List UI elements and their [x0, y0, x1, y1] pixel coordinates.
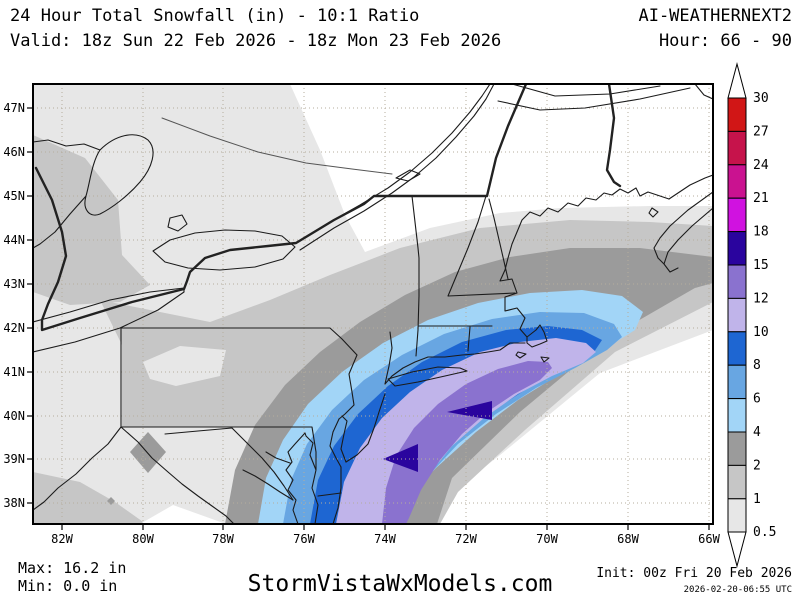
colorbar-swatch [727, 331, 747, 366]
longitude-axis: 82W 80W 78W 76W 74W 72W 70W 68W 66W [51, 524, 721, 546]
lat-label: 44N [3, 233, 25, 247]
colorbar-swatch [727, 164, 747, 199]
new-brunswick-coast [668, 174, 713, 200]
new-jersey-coast [345, 393, 386, 463]
southern-new-england-coast [384, 342, 526, 385]
lon-label: 68W [617, 532, 639, 546]
cape-cod [526, 324, 548, 348]
light-patch-pennsylvania [143, 346, 226, 386]
long-island [387, 366, 468, 387]
colorbar-swatch [727, 197, 747, 233]
nova-scotia-fundy [648, 191, 713, 273]
lat-label: 46N [3, 145, 25, 159]
colorbar-label: 2 [753, 458, 761, 473]
lon-label: 70W [536, 532, 558, 546]
colorbar-label: 8 [753, 358, 761, 373]
model-name: AI-WEATHERNEXT2 [638, 6, 792, 26]
band-15in-east-max [447, 401, 492, 420]
latitude-axis: 47N 46N 45N 44N 43N 42N 41N 40N 39N 38N [3, 101, 33, 510]
colorbar-swatch [727, 364, 747, 400]
lat-label: 41N [3, 365, 25, 379]
delaware-bay [329, 415, 348, 468]
band-1in-southeast-flank [425, 278, 713, 524]
no-snow-patch-south [140, 505, 226, 524]
islands-mv-nantucket [515, 351, 550, 363]
hudson-river [384, 331, 393, 385]
init-time: Init: 00z Fri 20 Feb 2026 [596, 566, 792, 581]
max-value: Max: 16.2 in [18, 559, 126, 577]
lat-label: 39N [3, 452, 25, 466]
lon-label: 80W [132, 532, 154, 546]
colorbar: 30 27 24 21 18 15 12 10 8 6 4 2 1 0.5 [727, 62, 776, 568]
colorbar-label: 10 [753, 325, 769, 340]
colorbar-swatch [727, 431, 747, 466]
ottawa-river [161, 117, 393, 175]
colorbar-underflow-arrow [727, 531, 747, 568]
colorbar-label: 4 [753, 425, 761, 440]
georgian-bay [33, 134, 154, 249]
international-border [34, 84, 622, 332]
chesapeake-bay [242, 432, 319, 524]
delmarva-coast [332, 466, 342, 524]
snowfall-shading [33, 84, 713, 524]
lat-label: 42N [3, 321, 25, 335]
band-12in [382, 361, 552, 524]
valid-time: Valid: 18z Sun 22 Feb 2026 - 18z Mon 23 … [10, 31, 501, 51]
colorbar-label: 24 [753, 158, 769, 173]
lon-label: 66W [698, 532, 720, 546]
generated-timestamp: 2026-02-20-06:55 UTC [684, 585, 792, 595]
forecast-hour: Hour: 66 - 90 [659, 31, 792, 51]
colorbar-label: 15 [753, 258, 769, 273]
watermark-site: StormVistaWxModels.com [248, 571, 553, 597]
lat-label: 45N [3, 189, 25, 203]
product-title: 24 Hour Total Snowfall (in) - 10:1 Ratio [10, 6, 419, 26]
colorbar-label: 21 [753, 191, 769, 206]
colorbar-label: 12 [753, 291, 769, 306]
colorbar-label: 27 [753, 124, 769, 139]
colorbar-swatch [727, 297, 747, 333]
atlantic-coastline [499, 187, 670, 338]
colorbar-overflow-arrow [727, 62, 747, 99]
colorbar-label: 1 [753, 492, 761, 507]
band-15in-west-max [383, 444, 418, 472]
map-frame [32, 83, 714, 525]
lake-ontario [152, 229, 296, 271]
band-1in-northwest [33, 135, 150, 305]
lon-label: 74W [374, 532, 396, 546]
colorbar-swatch [727, 264, 747, 299]
colorbar-swatch [727, 398, 747, 433]
lat-label: 40N [3, 409, 25, 423]
lat-label: 38N [3, 496, 25, 510]
colorbar-label: 6 [753, 392, 761, 407]
band-1in-main [100, 220, 713, 427]
colorbar-swatch [727, 130, 747, 166]
lon-label: 76W [293, 532, 315, 546]
min-value: Min: 0.0 in [18, 577, 117, 595]
colorbar-swatch [727, 231, 747, 266]
colorbar-swatch [727, 464, 747, 500]
colorbar-label: 18 [753, 225, 769, 240]
lon-label: 82W [51, 532, 73, 546]
colorbar-label: 30 [753, 91, 769, 106]
geography-lines [33, 84, 713, 524]
colorbar-swatch [727, 97, 747, 132]
band-2in-diamond-westva [130, 432, 166, 473]
lake-simcoe [167, 214, 188, 232]
state-borders [33, 195, 516, 524]
lon-label: 78W [212, 532, 234, 546]
lat-label: 47N [3, 101, 25, 115]
colorbar-swatch [727, 498, 747, 533]
lon-label: 72W [455, 532, 477, 546]
st-lawrence-river [295, 84, 713, 251]
lat-label: 43N [3, 277, 25, 291]
colorbar-label: 0.5 [753, 525, 776, 540]
